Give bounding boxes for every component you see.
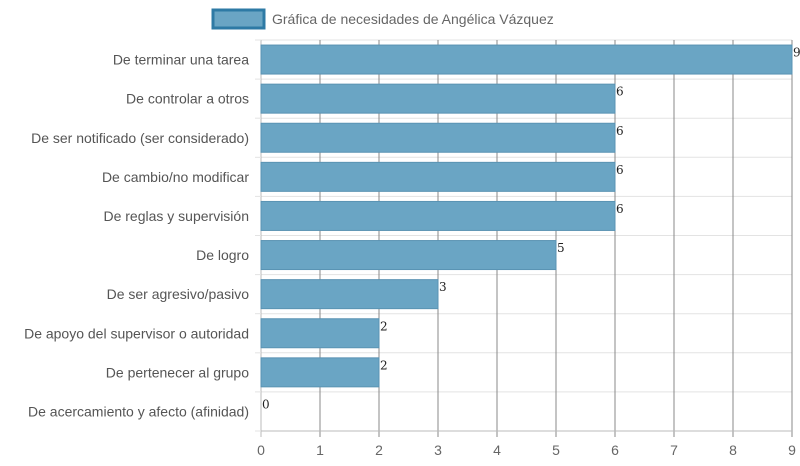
category-label: De acercamiento y afecto (afinidad) (28, 403, 249, 419)
data-label: 0 (262, 397, 270, 411)
bar (260, 161, 616, 192)
x-axis-tick-labels: 0 1 2 3 4 5 6 7 8 9 (257, 442, 796, 458)
legend-label: Gráfica de necesidades de Angélica Vázqu… (272, 11, 554, 27)
x-tick-label: 2 (375, 442, 383, 458)
legend-swatch (211, 8, 266, 30)
data-label: 6 (616, 124, 624, 138)
data-label: 2 (380, 319, 388, 333)
bar (260, 122, 616, 153)
data-label: 2 (380, 358, 388, 372)
bar (260, 83, 616, 114)
category-label: De pertenecer al grupo (106, 364, 249, 380)
x-tick-label: 8 (729, 442, 737, 458)
x-tick-label: 5 (552, 442, 560, 458)
data-label: 6 (616, 85, 624, 99)
x-tick-label: 0 (257, 442, 265, 458)
bar (260, 200, 616, 231)
category-label: De controlar a otros (126, 91, 249, 107)
category-label: De ser agresivo/pasivo (107, 286, 250, 302)
bar (260, 44, 793, 75)
bar (260, 279, 439, 310)
x-tick-label: 9 (788, 442, 796, 458)
data-label: 9 (793, 46, 800, 60)
category-labels: De terminar una tarea De controlar a otro… (24, 52, 249, 420)
bar (260, 318, 380, 349)
data-label: 5 (557, 241, 565, 255)
legend: Gráfica de necesidades de Angélica Vázqu… (211, 8, 554, 30)
data-labels: 9 6 6 6 6 5 3 2 2 0 (262, 46, 800, 412)
category-label: De ser notificado (ser considerado) (31, 130, 249, 146)
x-tick-label: 3 (434, 442, 442, 458)
bar (260, 240, 557, 271)
category-label: De logro (196, 247, 249, 263)
data-label: 6 (616, 202, 624, 216)
bars (260, 44, 793, 388)
x-tick-label: 1 (316, 442, 324, 458)
x-tick-label: 7 (670, 442, 678, 458)
category-label: De reglas y supervisión (103, 208, 249, 224)
bar (260, 357, 380, 388)
x-tick-label: 6 (611, 442, 619, 458)
category-label: De cambio/no modificar (102, 169, 249, 185)
x-tick-label: 4 (493, 442, 501, 458)
category-label: De apoyo del supervisor o autoridad (24, 325, 249, 341)
data-label: 6 (616, 163, 624, 177)
data-label: 3 (439, 280, 447, 294)
category-label: De terminar una tarea (113, 52, 249, 68)
